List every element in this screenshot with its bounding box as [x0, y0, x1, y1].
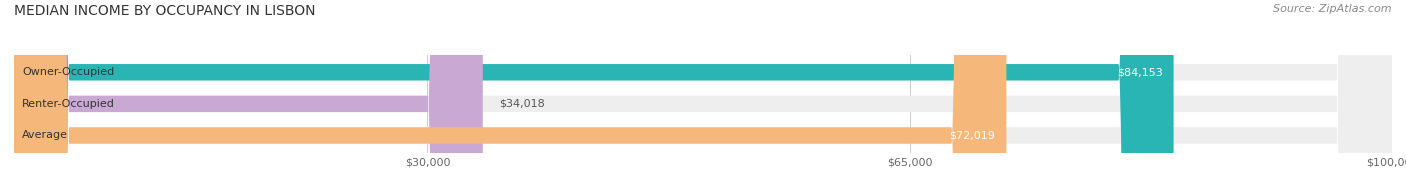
FancyBboxPatch shape [14, 0, 1392, 196]
Text: $34,018: $34,018 [499, 99, 546, 109]
Text: Owner-Occupied: Owner-Occupied [22, 67, 114, 77]
FancyBboxPatch shape [14, 0, 482, 196]
Text: $72,019: $72,019 [949, 131, 995, 141]
FancyBboxPatch shape [14, 0, 1392, 196]
Text: Average: Average [22, 131, 69, 141]
Text: Source: ZipAtlas.com: Source: ZipAtlas.com [1274, 4, 1392, 14]
Text: MEDIAN INCOME BY OCCUPANCY IN LISBON: MEDIAN INCOME BY OCCUPANCY IN LISBON [14, 4, 315, 18]
FancyBboxPatch shape [14, 0, 1392, 196]
FancyBboxPatch shape [14, 0, 1007, 196]
Text: Renter-Occupied: Renter-Occupied [22, 99, 115, 109]
FancyBboxPatch shape [14, 0, 1174, 196]
Text: $84,153: $84,153 [1116, 67, 1163, 77]
